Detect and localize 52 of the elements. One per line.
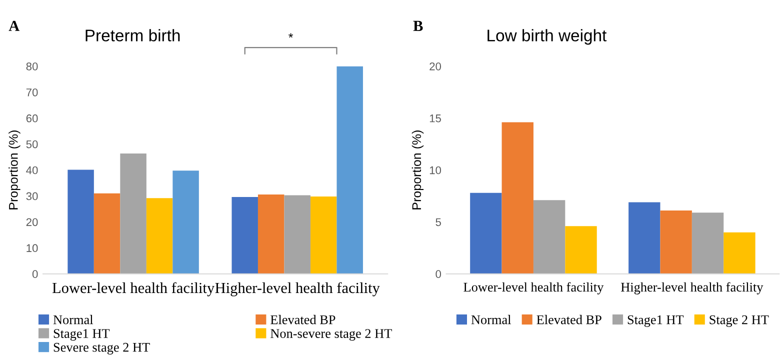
text: * [288,33,294,38]
chart-title: Low birth weight [488,29,607,45]
legend-label: Elevated BP [270,314,336,324]
bar [284,195,310,274]
y-axis-title: Proportion (%) [412,130,424,210]
y-tick-label: 40 [26,166,38,174]
y-axis-title: Proportion (%) [8,130,20,210]
bar [258,194,284,274]
bar [502,122,534,274]
legend-label: Elevated BP [536,314,602,324]
x-tick-label: Higher-level health facility [621,282,764,294]
bar [533,200,566,274]
bar [470,192,502,274]
legend-label: Normal [471,314,511,324]
y-tick-label: 15 [430,114,441,122]
legend-label: Normal [53,314,94,324]
y-tick-label: 30 [26,192,38,200]
legend-label: Stage1 HT [54,329,110,341]
legend-label: Non-severe stage 2 HT [270,329,392,341]
legend-label: Severe stage 2 HT [54,342,150,354]
bar [336,66,363,274]
bar [628,202,660,274]
y-tick-label: 60 [26,114,38,122]
bar [660,210,692,274]
x-tick-label: Lower-level health facility [52,282,215,296]
y-tick-label: 70 [26,88,38,96]
bar [94,193,120,274]
y-tick-label: 0 [32,270,38,278]
bar [68,170,94,274]
y-tick-label: 80 [26,62,38,70]
text: B [413,20,423,31]
y-tick-label: 50 [26,140,38,148]
bar [310,196,337,274]
bar [692,212,724,274]
bar [232,197,258,274]
x-tick-label: Lower-level health facility [464,282,604,294]
bar [565,226,597,274]
bar [724,232,756,274]
y-tick-label: 5 [436,218,441,226]
y-tick-label: 10 [26,244,38,252]
y-tick-label: 0 [436,270,442,278]
chart-title: Preterm birth [86,29,180,42]
y-tick-label: 20 [26,218,38,226]
y-tick-label: 10 [430,166,442,174]
bar [120,153,146,274]
bar [172,170,199,274]
x-tick-label: Higher-level health facility [215,282,380,296]
text: A [8,20,20,31]
bar [146,198,173,274]
legend-label: Stage 2 HT [710,315,769,327]
y-tick-label: 20 [430,62,442,70]
legend-label: Stage1 HT [628,315,684,327]
